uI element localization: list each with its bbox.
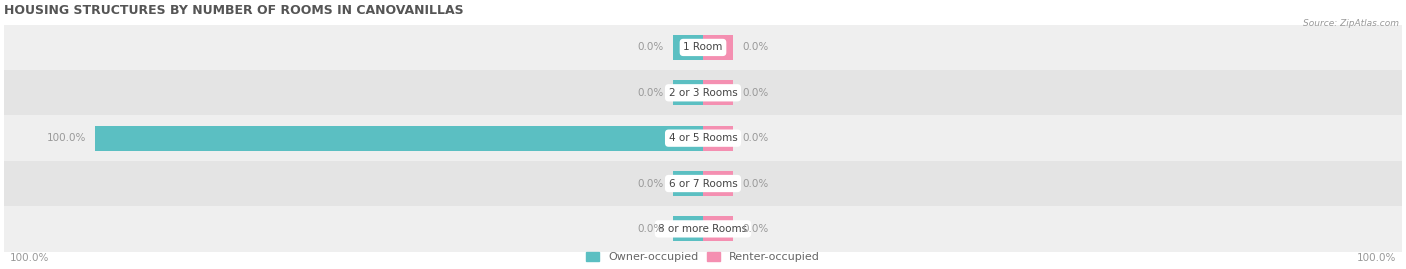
Text: 8 or more Rooms: 8 or more Rooms bbox=[658, 224, 748, 234]
Bar bbox=[4, 161, 1402, 206]
Text: 0.0%: 0.0% bbox=[742, 224, 769, 234]
Text: 0.0%: 0.0% bbox=[742, 133, 769, 143]
Text: 2 or 3 Rooms: 2 or 3 Rooms bbox=[669, 88, 737, 98]
Bar bbox=[672, 80, 703, 105]
Text: 0.0%: 0.0% bbox=[637, 43, 664, 52]
Text: Source: ZipAtlas.com: Source: ZipAtlas.com bbox=[1303, 19, 1399, 28]
Bar bbox=[4, 25, 1402, 70]
Bar bbox=[4, 70, 1402, 115]
Bar bbox=[703, 216, 734, 241]
Text: 100.0%: 100.0% bbox=[46, 133, 86, 143]
Bar bbox=[672, 171, 703, 196]
Bar bbox=[703, 171, 734, 196]
Text: 100.0%: 100.0% bbox=[10, 253, 49, 263]
Text: 0.0%: 0.0% bbox=[742, 179, 769, 189]
Text: 1 Room: 1 Room bbox=[683, 43, 723, 52]
Legend: Owner-occupied, Renter-occupied: Owner-occupied, Renter-occupied bbox=[581, 247, 825, 267]
Text: 0.0%: 0.0% bbox=[742, 88, 769, 98]
Bar bbox=[703, 126, 734, 151]
Bar bbox=[4, 115, 1402, 161]
Text: 0.0%: 0.0% bbox=[742, 43, 769, 52]
Text: HOUSING STRUCTURES BY NUMBER OF ROOMS IN CANOVANILLAS: HOUSING STRUCTURES BY NUMBER OF ROOMS IN… bbox=[4, 4, 464, 17]
Bar bbox=[672, 35, 703, 60]
Text: 4 or 5 Rooms: 4 or 5 Rooms bbox=[669, 133, 737, 143]
Text: 0.0%: 0.0% bbox=[637, 179, 664, 189]
Text: 0.0%: 0.0% bbox=[637, 224, 664, 234]
Bar bbox=[96, 126, 703, 151]
Text: 6 or 7 Rooms: 6 or 7 Rooms bbox=[669, 179, 737, 189]
Bar bbox=[703, 80, 734, 105]
Bar bbox=[703, 35, 734, 60]
Text: 100.0%: 100.0% bbox=[1357, 253, 1396, 263]
Bar bbox=[672, 216, 703, 241]
Bar bbox=[4, 206, 1402, 252]
Text: 0.0%: 0.0% bbox=[637, 88, 664, 98]
